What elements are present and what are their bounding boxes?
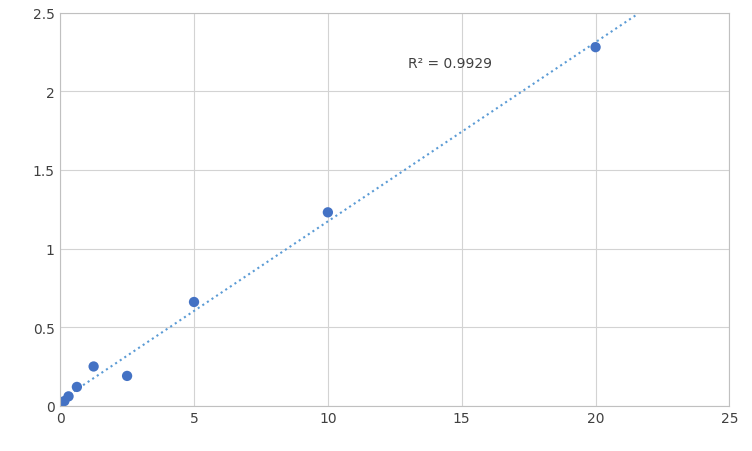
Point [590,45,602,52]
Point [62,393,74,400]
Point [188,299,200,306]
Point [87,363,99,370]
Point [121,373,133,380]
Point [54,399,66,406]
Text: R² = 0.9929: R² = 0.9929 [408,57,493,71]
Point [322,209,334,216]
Point [59,398,71,405]
Point [71,383,83,391]
